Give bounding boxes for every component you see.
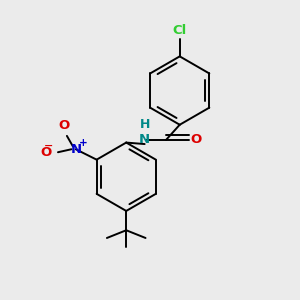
Text: −: −: [44, 141, 53, 151]
Text: Cl: Cl: [172, 24, 187, 38]
Text: O: O: [191, 133, 202, 146]
Text: N: N: [70, 143, 81, 156]
Text: N: N: [139, 133, 150, 146]
Text: O: O: [58, 119, 70, 132]
Text: O: O: [41, 146, 52, 159]
Text: H: H: [140, 118, 150, 131]
Text: +: +: [79, 138, 88, 148]
